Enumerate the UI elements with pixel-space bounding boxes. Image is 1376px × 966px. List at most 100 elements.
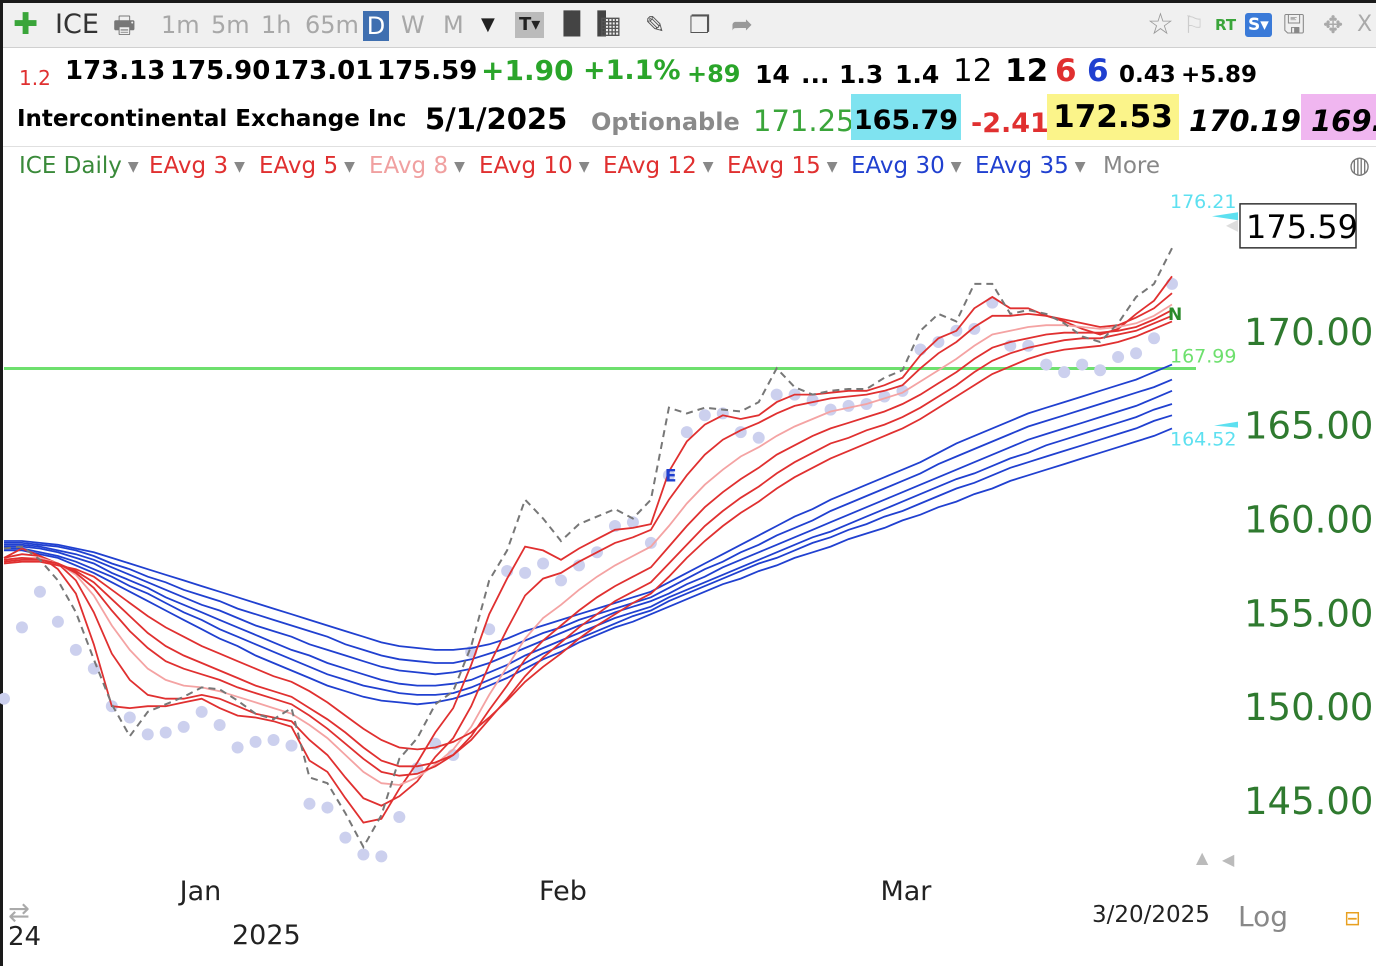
close-dot	[626, 516, 639, 529]
grid-add-icon[interactable]: ▦	[599, 11, 622, 39]
indicator-eavg-12[interactable]: EAvg 12 ▼	[603, 153, 714, 179]
low-price: 173.01	[273, 56, 374, 86]
indicator-eavg-3[interactable]: EAvg 3 ▼	[149, 153, 245, 179]
close-dot	[1076, 358, 1089, 371]
close-dot	[914, 343, 927, 356]
log-scale-toggle[interactable]: Log	[1238, 900, 1289, 933]
y-axis-label: 165.00	[1244, 405, 1373, 448]
pencil-icon[interactable]: ✎	[645, 11, 666, 39]
close-dot	[177, 720, 190, 733]
close-dot	[213, 718, 226, 731]
red-count: 6	[1055, 53, 1077, 89]
chevron-down-icon: ▼	[702, 158, 714, 175]
close-dot	[1058, 366, 1071, 379]
low-marker	[1214, 421, 1238, 428]
indicator-eavg-10[interactable]: EAvg 10 ▼	[479, 153, 590, 179]
indicator-label: EAvg 8	[369, 153, 449, 179]
close-price: 175.59	[377, 56, 478, 86]
layers-icon[interactable]: ❐	[689, 11, 711, 39]
chevron-down-icon: ▼	[1074, 158, 1086, 175]
more-button[interactable]: More	[1103, 153, 1161, 179]
rt-icon[interactable]: RT	[1215, 16, 1237, 34]
quote-field: 12	[1005, 53, 1049, 89]
ema-line	[4, 403, 1173, 687]
indicator-label: EAvg 35	[975, 153, 1069, 179]
close-dot	[249, 735, 262, 748]
close-dot	[321, 801, 334, 814]
scroll-left-icon[interactable]: ◀	[1222, 850, 1235, 869]
period-65m[interactable]: 65m	[305, 11, 359, 39]
close-dot	[842, 399, 855, 412]
scroll-arrows-icon[interactable]: ⇄	[8, 898, 30, 928]
period-weekly[interactable]: W	[401, 11, 425, 39]
close-dot	[932, 336, 945, 349]
redo-arrow-icon[interactable]: ➦	[731, 10, 753, 40]
ema-line	[3, 275, 1173, 824]
text-tool-icon[interactable]: T▾	[515, 12, 545, 38]
x-axis-label-mar: Mar	[880, 876, 932, 907]
close-dot	[698, 409, 711, 422]
close-dot	[770, 388, 783, 401]
ema-line	[3, 303, 1173, 786]
ema-line	[3, 309, 1173, 777]
star-icon[interactable]: ☆	[1147, 7, 1174, 42]
cursor-date-label: 3/20/2025	[1092, 902, 1210, 928]
ema-line	[4, 363, 1173, 651]
indicator-eavg-35[interactable]: EAvg 35 ▼	[975, 153, 1086, 179]
period-1h[interactable]: 1h	[261, 11, 292, 39]
quote-value-6: 169.	[1301, 94, 1376, 140]
period-daily-active[interactable]: D	[363, 11, 389, 41]
save-icon[interactable]: 🖫	[1283, 10, 1306, 40]
close-icon[interactable]: X	[1357, 12, 1373, 37]
price-annotation: 167.99	[1170, 346, 1236, 368]
symbol-label[interactable]: ICE	[55, 9, 99, 40]
indicator-eavg-8[interactable]: EAvg 8 ▼	[369, 153, 465, 179]
close-dot	[69, 643, 82, 656]
indicator-eavg-15[interactable]: EAvg 15 ▼	[727, 153, 838, 179]
close-dot	[1040, 358, 1053, 371]
print-icon[interactable]: 🖶	[113, 11, 136, 39]
chevron-down-icon: ▼	[344, 158, 355, 175]
scroll-up-icon[interactable]: ▲	[1196, 848, 1209, 867]
move-icon[interactable]: ✥	[1323, 11, 1344, 39]
close-dot	[303, 797, 316, 810]
close-dot	[806, 394, 819, 407]
quote-field: +5.89	[1181, 62, 1258, 88]
close-dot	[339, 831, 352, 844]
dropdown-arrow-icon[interactable]: ▼	[481, 14, 495, 35]
close-dot	[231, 741, 244, 754]
close-dot	[285, 739, 298, 752]
ema-line	[3, 320, 1173, 751]
quote-row-1: 1.2 173.13 175.90 173.01 175.59 +1.90 +1…	[3, 52, 1376, 96]
plus-icon[interactable]: ✚	[13, 7, 39, 42]
ema-line	[4, 427, 1173, 706]
close-dot	[1148, 332, 1161, 345]
s-icon[interactable]: S▾	[1245, 13, 1272, 37]
close-price-line	[3, 247, 1173, 850]
palette-icon[interactable]: ◍	[1349, 151, 1370, 179]
quote-value-1: 171.25	[753, 104, 855, 138]
period-1m[interactable]: 1m	[161, 11, 200, 39]
indicator-eavg-5[interactable]: EAvg 5 ▼	[259, 153, 355, 179]
percent-change: +1.1%	[583, 55, 681, 86]
close-dot	[357, 848, 370, 861]
close-dot	[195, 705, 208, 718]
indicator-ice-daily[interactable]: ICE Daily ▼	[19, 153, 139, 179]
lock-icon[interactable]: ⊟	[1344, 906, 1361, 930]
chevron-down-icon: ▼	[950, 158, 962, 175]
ema-line	[3, 314, 1173, 768]
indicator-label: EAvg 3	[149, 153, 229, 179]
indicator-eavg-30[interactable]: EAvg 30 ▼	[851, 153, 962, 179]
close-dot	[1130, 347, 1143, 360]
close-dot	[519, 566, 532, 579]
earnings-date: 5/1/2025	[425, 102, 568, 136]
y-axis-label: 145.00	[1244, 780, 1373, 823]
period-5m[interactable]: 5m	[211, 11, 250, 39]
flag-icon[interactable]: ⚐	[1183, 11, 1205, 39]
period-monthly[interactable]: M	[443, 11, 464, 39]
quote-value-3: -2.41	[971, 108, 1049, 139]
bar-chart-icon[interactable]: ▐▌▐	[555, 12, 606, 37]
quote-field: 0.43	[1119, 62, 1176, 88]
open-price: 173.13	[65, 56, 166, 86]
